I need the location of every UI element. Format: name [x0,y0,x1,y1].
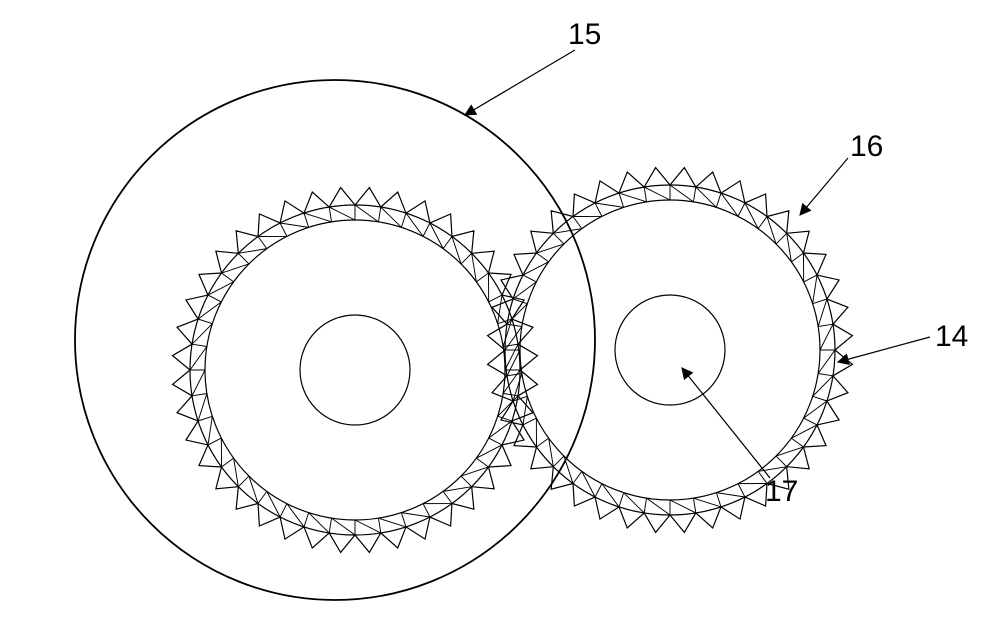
leader-15 [465,50,575,115]
gear-inner-ring-right [520,200,820,500]
gear-left [173,188,538,553]
gear-hub-left [300,315,410,425]
gear-hub-right [615,295,725,405]
gear-hatch-right [505,185,835,515]
gear-inner-ring-left [205,220,505,520]
gear-hatch-left [190,205,520,535]
gear-teeth-left [173,188,538,553]
label-14: 14 [935,320,968,354]
leader-17 [682,368,770,478]
leader-16 [800,158,848,215]
label-17: 17 [765,475,798,509]
label-16: 16 [850,130,883,164]
leader-14 [838,337,930,362]
label-15: 15 [568,18,601,52]
